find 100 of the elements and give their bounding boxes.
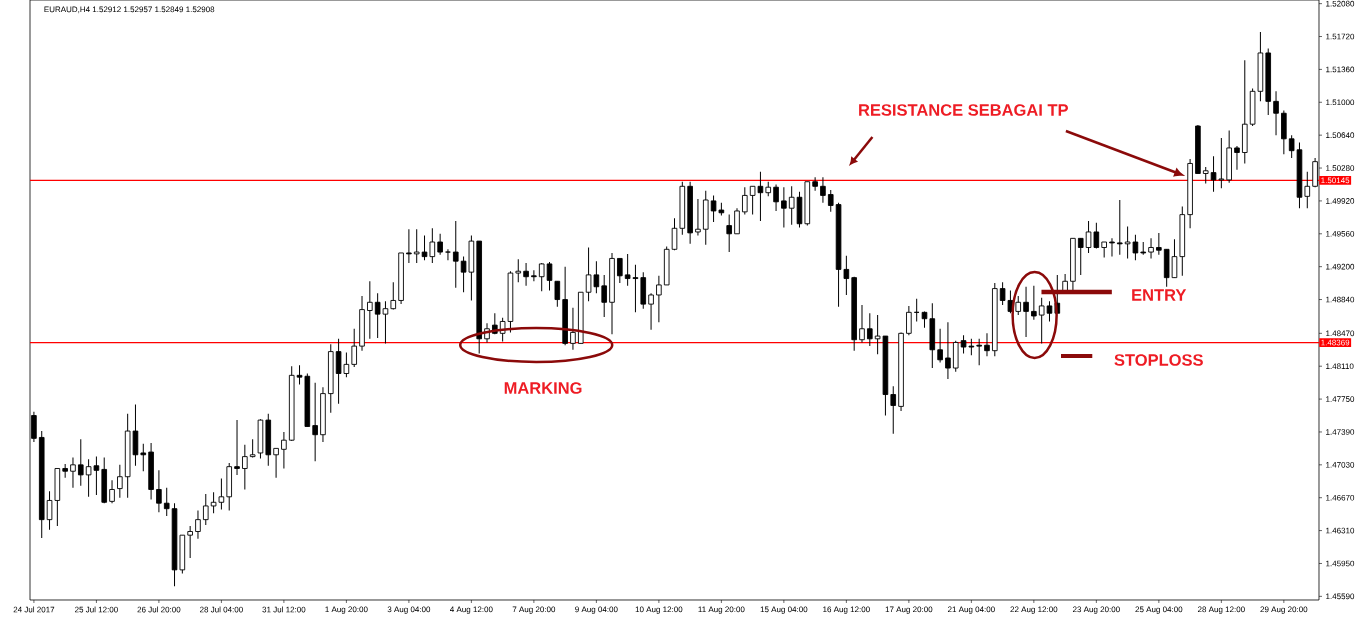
x-tick-label: 28 Aug 12:00: [1197, 606, 1245, 614]
candlestick: [617, 257, 623, 284]
candlestick: [445, 248, 451, 261]
candlestick: [140, 443, 147, 472]
candlestick: [351, 328, 357, 368]
x-tick-label: 26 Jul 20:00: [137, 606, 181, 613]
candlestick: [452, 220, 459, 289]
text: EURAUD,H4 1.52912 1.52957 1.52849 1.52908: [44, 6, 215, 14]
ref-line-label: 1.50145: [1321, 177, 1350, 184]
candlestick: [523, 262, 529, 287]
y-tick-label: 1.51720: [1326, 33, 1355, 40]
y-tick-label: 1.46670: [1326, 494, 1355, 501]
candlestick: [437, 233, 443, 256]
x-tick-label: 4 Aug 12:00: [450, 606, 493, 614]
annotation: ENTRY: [1132, 289, 1187, 301]
y-tick-label: 1.48110: [1326, 363, 1354, 370]
y-tick-label: 1.50640: [1326, 132, 1355, 138]
y-tick-label: 1.47390: [1326, 429, 1355, 435]
x-tick-label: 3 Aug 04:00: [387, 606, 431, 614]
x-tick-label: 1 Aug 20:00: [325, 606, 368, 614]
candlestick: [1015, 295, 1022, 316]
candlestick: [281, 431, 287, 469]
candlestick: [1234, 145, 1240, 171]
candlestick: [156, 469, 162, 513]
candlestick: [773, 183, 779, 212]
candlestick: [648, 292, 654, 331]
y-tick-label: 1.50280: [1326, 165, 1355, 171]
candlestick: [70, 457, 76, 489]
candlestick: [656, 275, 662, 323]
candlestick: [187, 525, 193, 559]
candlestick: [827, 189, 834, 213]
candlestick: [734, 207, 740, 235]
x-tick-label: 23 Aug 20:00: [1072, 606, 1120, 614]
y-tick-label: 1.46310: [1326, 527, 1355, 534]
y-tick-label: 1.45950: [1326, 560, 1355, 567]
candlestick: [984, 332, 990, 357]
y-tick-label: 1.45590: [1326, 593, 1355, 600]
annotation: STOPLOSS: [1114, 354, 1203, 366]
candlestick: [515, 258, 522, 283]
annotation: RESISTANCE SEBAGAI TP: [859, 104, 1068, 116]
y-tick-label: 1.49920: [1326, 198, 1355, 204]
candlestick: [867, 312, 873, 347]
candlestick: [546, 261, 553, 291]
candlestick: [859, 304, 865, 343]
candlestick: [406, 228, 412, 264]
candlestick: [163, 487, 170, 517]
x-tick-label: 22 Aug 12:00: [1010, 606, 1058, 614]
candlestick: [1031, 285, 1037, 321]
candlestick: [1304, 171, 1311, 209]
x-tick-label: 21 Aug 04:00: [947, 606, 995, 614]
candlestick: [531, 269, 537, 282]
candlestick: [1023, 286, 1029, 338]
x-tick-label: 15 Aug 04:00: [760, 606, 808, 614]
candlestick: [570, 307, 576, 351]
candlestick: [1148, 237, 1154, 259]
candlestick: [312, 382, 318, 462]
candlestick: [781, 186, 787, 228]
y-tick-label: 1.48470: [1326, 330, 1355, 337]
candlestick: [538, 262, 545, 292]
candlestick: [726, 214, 732, 253]
candlestick: [937, 328, 943, 364]
x-tick-label: 29 Aug 20:00: [1260, 606, 1308, 614]
x-tick-label: 16 Aug 12:00: [823, 606, 870, 614]
candlestick: [1117, 199, 1123, 256]
candlestick: [820, 176, 826, 204]
candlestick: [109, 479, 115, 504]
candlestick: [117, 464, 123, 499]
candlestick: [367, 280, 373, 340]
candlestick: [601, 274, 607, 318]
annotation: MARKING: [504, 382, 582, 394]
x-tick-label: 7 Aug 20:00: [512, 606, 556, 614]
y-tick-label: 1.49560: [1326, 230, 1355, 237]
candlestick: [976, 338, 982, 366]
y-tick-label: 1.52080: [1326, 0, 1355, 7]
candlestick: [742, 186, 748, 216]
y-tick-label: 1.47750: [1326, 396, 1355, 402]
candlestick: [671, 217, 678, 251]
candlestick: [195, 510, 201, 540]
candlestick: [1109, 237, 1115, 258]
x-tick-label: 11 Aug 20:00: [698, 606, 745, 614]
y-tick-label: 1.48840: [1326, 296, 1355, 303]
y-tick-label: 1.49200: [1326, 263, 1355, 270]
x-tick-label: 25 Aug 04:00: [1135, 606, 1183, 614]
x-tick-label: 28 Jul 04:00: [200, 606, 243, 613]
candlestick: [788, 185, 795, 226]
candlestick: [554, 280, 561, 308]
x-tick-label: 9 Aug 04:00: [575, 606, 618, 614]
ref-line-label: 1.48369: [1321, 339, 1350, 346]
candlestick: [202, 493, 209, 526]
candlestick: [890, 385, 897, 435]
x-tick-label: 25 Jul 12:00: [75, 606, 118, 613]
candlestick: [234, 419, 240, 476]
candlestick: [1273, 90, 1279, 136]
candlestick: [1077, 237, 1084, 276]
candlestick: [77, 438, 84, 487]
y-tick-label: 1.51360: [1326, 66, 1355, 73]
candlestick: [242, 444, 248, 490]
candlestick: [390, 281, 397, 311]
candlestick: [413, 228, 420, 264]
candlestick: [695, 198, 701, 237]
